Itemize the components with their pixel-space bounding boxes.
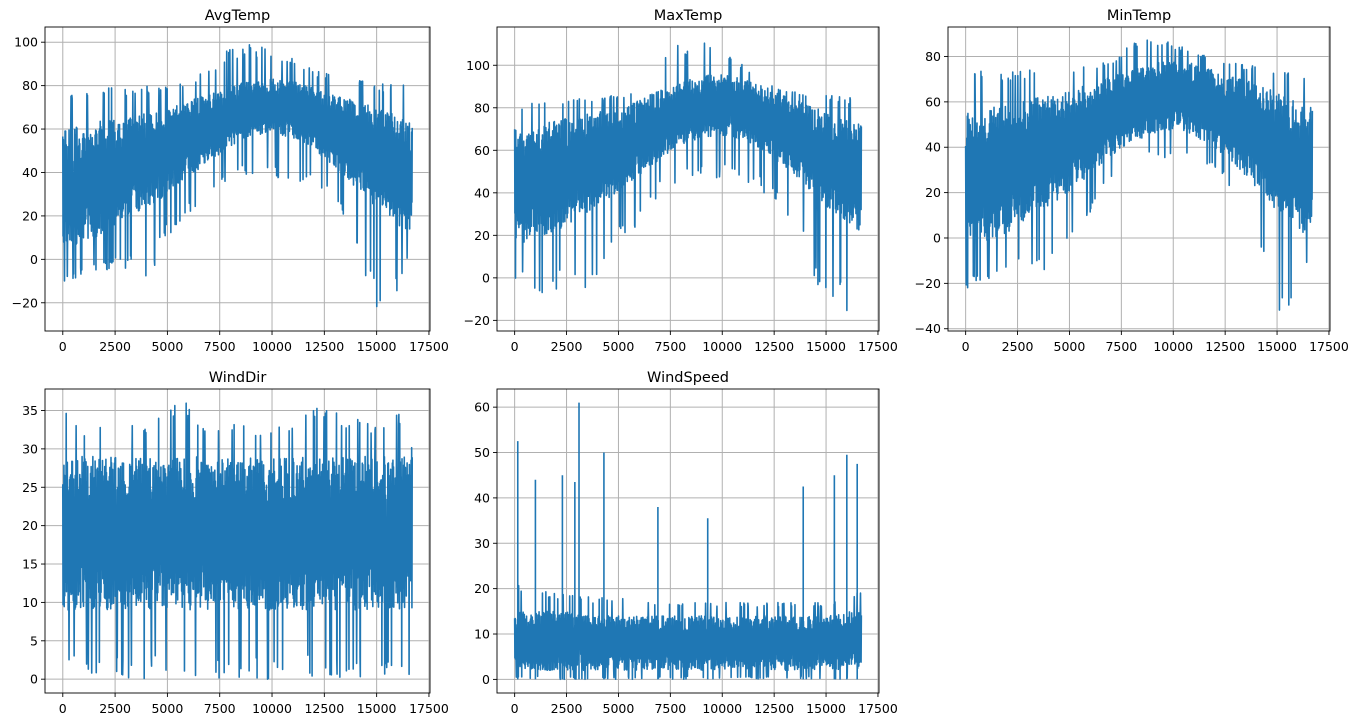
x-tick-label: 10000: [702, 701, 742, 716]
x-tick-label: 0: [59, 701, 67, 716]
subplot-title: WindDir: [209, 370, 267, 386]
series-line-maxtemp: [513, 42, 863, 312]
subplot-title: MaxTemp: [654, 8, 723, 24]
subplot-windspeed: 0 2500 5000 7500 10000 12500 15000 17500 0 10 20 30…: [474, 370, 898, 716]
y-tick-label: 100: [466, 58, 490, 73]
y-tick-label: 60: [474, 143, 490, 158]
y-tick-label: 30: [22, 441, 38, 456]
x-tick-label: 0: [511, 339, 519, 354]
subplot-avgtemp: 0 2500 5000 7500 10000 12500 15000 17500 −20 0 20 4…: [12, 8, 449, 354]
y-tick-label: 35: [22, 403, 38, 418]
x-tick-label: 10000: [702, 339, 742, 354]
x-tick-label: 5000: [151, 701, 183, 716]
x-tick-label: 17500: [1309, 339, 1349, 354]
axes-frame: [947, 26, 1331, 332]
y-tick-label: 40: [474, 185, 490, 200]
x-tick-label: 2500: [1002, 339, 1034, 354]
y-tick-label: 100: [14, 35, 38, 50]
x-tick-label: 7500: [654, 701, 686, 716]
x-tick-label: 15000: [806, 339, 846, 354]
subplot-title: WindSpeed: [647, 370, 729, 386]
y-tick-label: 80: [925, 49, 941, 64]
x-tick-label: 12500: [304, 339, 344, 354]
x-tick-label: 12500: [304, 701, 344, 716]
y-tick-label: 10: [474, 627, 490, 642]
subplot-maxtemp: 0 2500 5000 7500 10000 12500 15000 17500 −20 0 20 4…: [464, 8, 898, 354]
subplot-title: MinTemp: [1107, 8, 1171, 24]
x-tick-label: 17500: [858, 701, 898, 716]
y-tick-label: 60: [474, 400, 490, 415]
x-tick-label: 17500: [858, 339, 898, 354]
x-tick-label: 10000: [1153, 339, 1193, 354]
axes-frame: [496, 388, 880, 694]
x-tick-label: 15000: [357, 339, 397, 354]
y-tick-label: 0: [933, 230, 941, 245]
y-tick-label: 40: [925, 140, 941, 155]
x-tick-label: 15000: [1257, 339, 1297, 354]
y-tick-label: 80: [474, 100, 490, 115]
x-tick-label: 5000: [603, 339, 635, 354]
x-tick-label: 2500: [551, 701, 583, 716]
x-tick-label: 10000: [252, 701, 292, 716]
y-tick-label: 20: [474, 581, 490, 596]
series-line-mintemp: [964, 39, 1314, 311]
x-tick-label: 12500: [754, 701, 794, 716]
y-tick-label: 0: [30, 252, 38, 267]
x-tick-label: 2500: [99, 701, 131, 716]
subplot-mintemp: 0 2500 5000 7500 10000 12500 15000 17500 −40 −20 0…: [915, 8, 1349, 354]
series-line-windspeed: [513, 402, 863, 681]
x-tick-label: 0: [962, 339, 970, 354]
x-tick-label: 7500: [204, 701, 236, 716]
y-tick-label: 60: [925, 94, 941, 109]
y-tick-label: 0: [482, 270, 490, 285]
x-tick-label: 7500: [204, 339, 236, 354]
y-tick-label: 10: [22, 595, 38, 610]
x-tick-label: 12500: [1205, 339, 1245, 354]
y-tick-label: 80: [22, 78, 38, 93]
y-tick-label: 15: [22, 557, 38, 572]
x-tick-label: 15000: [806, 701, 846, 716]
x-tick-label: 2500: [99, 339, 131, 354]
series-line-avgtemp: [61, 44, 414, 308]
x-tick-label: 10000: [252, 339, 292, 354]
axes-frame: [44, 388, 431, 694]
x-tick-label: 7500: [1105, 339, 1137, 354]
y-tick-label: 20: [22, 208, 38, 223]
y-tick-label: −20: [915, 276, 941, 291]
y-tick-label: 30: [474, 536, 490, 551]
series-line-winddir: [61, 402, 414, 680]
x-tick-label: 12500: [754, 339, 794, 354]
y-tick-label: 40: [474, 490, 490, 505]
y-tick-label: 0: [482, 672, 490, 687]
subplot-winddir: 0 2500 5000 7500 10000 12500 15000 17500 0 5 10 15 2…: [22, 370, 449, 716]
x-tick-label: 15000: [357, 701, 397, 716]
y-tick-label: −20: [464, 313, 490, 328]
x-tick-label: 0: [59, 339, 67, 354]
y-tick-label: 20: [22, 518, 38, 533]
y-tick-label: 20: [925, 185, 941, 200]
x-tick-label: 5000: [603, 701, 635, 716]
axes-frame: [496, 26, 880, 332]
x-tick-label: 5000: [1054, 339, 1086, 354]
y-tick-label: 50: [474, 445, 490, 460]
y-tick-label: 25: [22, 480, 38, 495]
x-tick-label: 7500: [654, 339, 686, 354]
subplot-title: AvgTemp: [205, 8, 271, 24]
x-tick-label: 5000: [151, 339, 183, 354]
x-tick-label: 17500: [409, 339, 449, 354]
x-tick-label: 2500: [551, 339, 583, 354]
y-tick-label: 20: [474, 228, 490, 243]
y-tick-label: −40: [915, 321, 941, 336]
y-tick-label: 60: [22, 122, 38, 137]
y-tick-label: 40: [22, 165, 38, 180]
y-tick-label: 0: [30, 672, 38, 687]
x-tick-label: 0: [511, 701, 519, 716]
x-tick-label: 17500: [409, 701, 449, 716]
y-tick-label: 5: [30, 633, 38, 648]
axes-frame: [44, 26, 431, 332]
y-tick-label: −20: [12, 295, 38, 310]
